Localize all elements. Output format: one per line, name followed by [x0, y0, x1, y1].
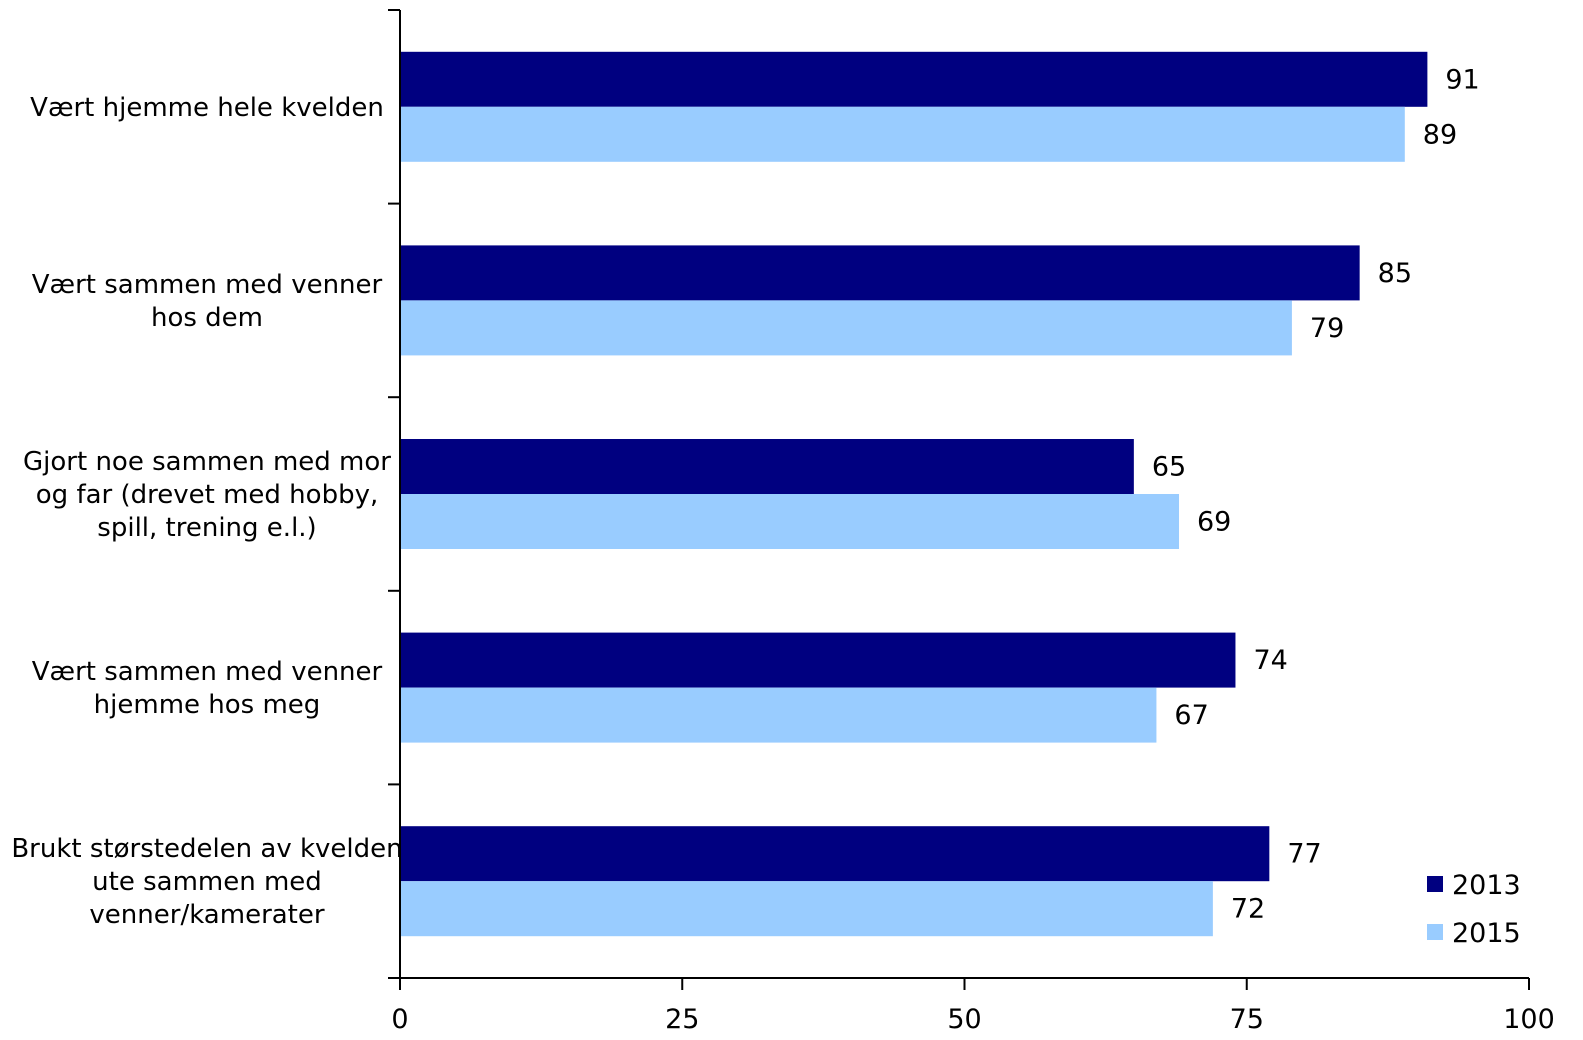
x-tick-label-75: 75 [1230, 1004, 1264, 1035]
value-label-2015-0: 89 [1423, 119, 1457, 150]
category-label-1: Vært sammen med venner hos dem [32, 270, 383, 333]
value-label-2013-0: 91 [1445, 64, 1479, 95]
value-label-2013-2: 65 [1152, 452, 1186, 483]
x-tick-label-25: 25 [665, 1004, 699, 1035]
legend: 2013 2015 [1427, 870, 1521, 949]
value-label-2015-4: 72 [1231, 894, 1265, 925]
category-label-line: Brukt størstedelen av kvelden [11, 834, 402, 864]
x-tick-label-0: 0 [391, 1004, 408, 1035]
bar-2013-3 [400, 632, 1236, 688]
bar-2015-1 [400, 300, 1292, 356]
bar-2013-4 [400, 826, 1270, 882]
category-label-line: hjemme hos meg [94, 690, 321, 720]
bar-2015-0 [400, 106, 1405, 162]
category-label-line: Gjort noe sammen med mor [23, 447, 391, 477]
value-label-2015-2: 69 [1197, 507, 1231, 538]
legend-label-2015: 2015 [1452, 918, 1521, 949]
value-label-2015-1: 79 [1310, 313, 1344, 344]
category-label-line: Vært hjemme hele kvelden [30, 93, 384, 123]
value-label-2013-3: 74 [1253, 645, 1287, 676]
category-label-line: ute sammen med [92, 867, 322, 897]
bar-2013-2 [400, 439, 1134, 494]
value-labels-group: 91 89 85 79 65 69 74 67 77 72 [1152, 64, 1480, 924]
bars-group [400, 51, 1428, 937]
bar-2015-2 [400, 494, 1180, 549]
category-label-3: Vært sammen med venner hjemme hos meg [32, 657, 383, 720]
legend-swatch-2013 [1427, 876, 1443, 892]
category-label-line: Vært sammen med venner [32, 270, 383, 300]
category-label-line: og far (drevet med hobby, [36, 480, 378, 510]
value-label-2015-3: 67 [1174, 700, 1208, 731]
category-label-line: venner/kamerater [89, 900, 324, 930]
category-label-2: Gjort noe sammen med mor og far (drevet m… [23, 447, 391, 543]
category-label-4: Brukt størstedelen av kvelden ute sammen … [11, 834, 402, 930]
category-label-line: spill, trening e.l.) [97, 513, 316, 543]
value-label-2013-4: 77 [1287, 839, 1321, 870]
bar-2015-4 [400, 881, 1213, 937]
axes-group: 0 25 50 75 100 [388, 9, 1555, 1035]
category-label-line: Vært sammen med venner [32, 657, 383, 687]
bar-2015-3 [400, 687, 1157, 743]
bar-2013-1 [400, 245, 1360, 301]
value-label-2013-1: 85 [1378, 258, 1412, 289]
x-tick-label-50: 50 [947, 1004, 981, 1035]
legend-label-2013: 2013 [1452, 870, 1521, 901]
category-label-line: hos dem [151, 303, 263, 333]
bar-2013-0 [400, 51, 1428, 107]
legend-swatch-2015 [1427, 924, 1443, 940]
x-tick-label-100: 100 [1503, 1004, 1555, 1035]
category-labels-group: Vært hjemme hele kvelden Vært sammen med … [11, 93, 402, 930]
category-label-0: Vært hjemme hele kvelden [30, 93, 384, 123]
